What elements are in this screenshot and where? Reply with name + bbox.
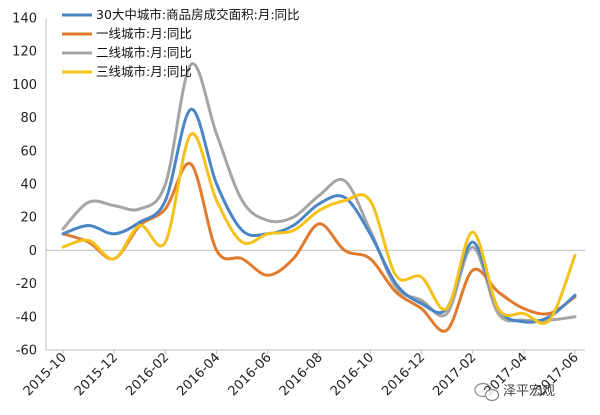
y-tick-label: -20 bbox=[16, 277, 37, 292]
x-tick-label: 2017-02 bbox=[430, 350, 479, 399]
legend-label: 二线城市:月:同比 bbox=[96, 45, 192, 60]
y-tick-label: 80 bbox=[20, 111, 37, 126]
watermark: 泽平宏观 bbox=[474, 382, 555, 402]
x-tick-label: 2015-12 bbox=[72, 350, 121, 399]
y-tick-label: 100 bbox=[12, 78, 37, 93]
y-tick-label: -40 bbox=[16, 310, 37, 325]
x-tick-label: 2016-02 bbox=[123, 350, 172, 399]
y-tick-label: 120 bbox=[12, 45, 37, 60]
x-tick-label: 2016-10 bbox=[328, 350, 377, 399]
legend-label: 30大中城市:商品房成交面积:月:同比 bbox=[96, 7, 300, 22]
series-line-4 bbox=[61, 132, 577, 325]
x-tick-label: 2016-08 bbox=[277, 350, 326, 399]
watermark-text: 泽平宏观 bbox=[503, 384, 555, 399]
x-tick-label: 2016-04 bbox=[174, 350, 223, 399]
wechat-icon bbox=[474, 382, 500, 402]
y-tick-label: 0 bbox=[29, 244, 37, 259]
y-tick-label: 20 bbox=[20, 211, 37, 226]
series-layer bbox=[61, 62, 577, 333]
legend-label: 三线城市:月:同比 bbox=[96, 64, 192, 79]
y-tick-label: 60 bbox=[20, 144, 37, 159]
legend-label: 一线城市:月:同比 bbox=[96, 26, 192, 41]
y-tick-label: -60 bbox=[16, 344, 37, 359]
legend: 30大中城市:商品房成交面积:月:同比一线城市:月:同比二线城市:月:同比三线城… bbox=[62, 7, 300, 79]
y-tick-label: 140 bbox=[12, 12, 37, 27]
y-tick-label: 40 bbox=[20, 178, 37, 193]
series-line-3 bbox=[61, 62, 577, 323]
x-tick-label: 2016-12 bbox=[379, 350, 428, 399]
x-tick-label: 2016-06 bbox=[226, 350, 275, 399]
